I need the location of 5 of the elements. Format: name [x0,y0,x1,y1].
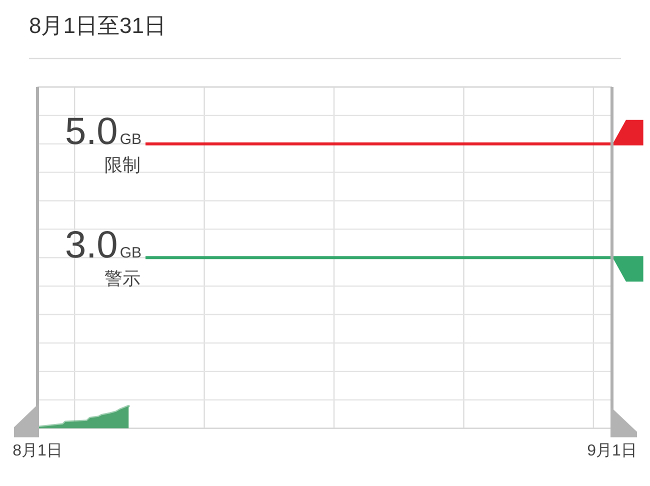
ref-line-label: 限制 [104,154,140,175]
chart-title: 8月1日至31日 [29,13,166,38]
x-tick-label: 9月1日 [587,442,637,460]
x-tick-label: 8月1日 [12,442,62,460]
ref-line-label: 警示 [104,268,140,289]
